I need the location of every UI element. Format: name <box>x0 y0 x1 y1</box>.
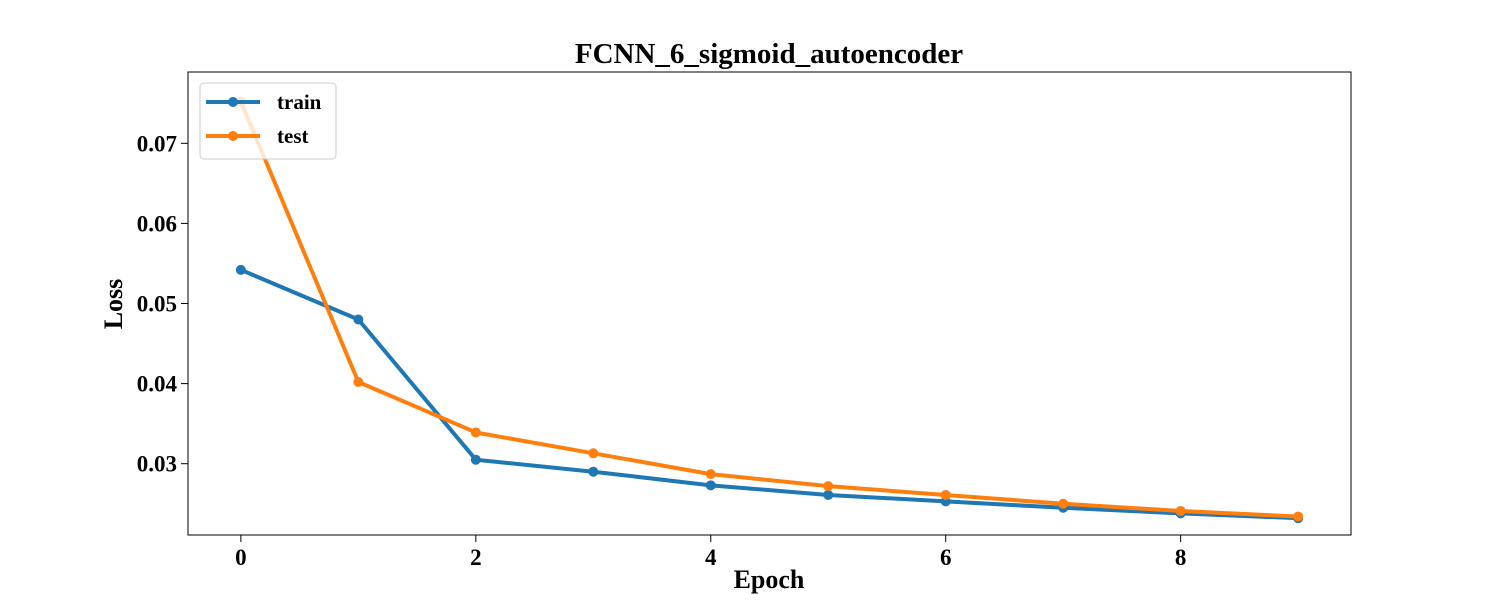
y-tick-label: 0.06 <box>137 211 177 236</box>
data-point-train <box>353 314 364 325</box>
data-point-train <box>235 264 246 275</box>
y-axis-label: Loss <box>99 279 128 330</box>
x-tick-label: 6 <box>940 545 952 570</box>
data-point-test <box>705 469 716 480</box>
data-point-train <box>823 489 834 500</box>
data-point-train <box>705 480 716 491</box>
x-tick-label: 8 <box>1175 545 1187 570</box>
data-point-test <box>1058 498 1069 509</box>
x-tick-label: 2 <box>470 545 482 570</box>
x-axis-label: Epoch <box>734 565 805 594</box>
legend-label-train: train <box>277 90 322 114</box>
y-tick-label: 0.05 <box>137 292 177 317</box>
data-point-test <box>353 377 364 387</box>
legend-marker-test <box>228 131 238 141</box>
legend: train test <box>199 82 337 160</box>
data-point-train <box>588 466 599 477</box>
legend-label-test: test <box>277 124 308 148</box>
data-point-test <box>823 481 834 492</box>
series-line-train <box>238 267 1301 521</box>
data-point-test <box>940 489 951 500</box>
x-tick-label: 0 <box>235 545 247 570</box>
x-axis-ticks: 0 2 4 6 8 <box>235 535 1186 570</box>
y-axis-ticks: 0.03 0.04 0.05 0.06 0.07 <box>137 131 188 477</box>
data-point-test <box>1175 505 1186 516</box>
data-point-train <box>470 454 481 465</box>
legend-marker-train <box>228 97 238 107</box>
y-tick-label: 0.04 <box>137 372 178 397</box>
y-tick-label: 0.03 <box>137 452 177 477</box>
data-point-test <box>588 448 599 459</box>
x-tick-label: 4 <box>705 545 717 570</box>
data-point-test <box>1293 511 1304 522</box>
chart-title: FCNN_6_sigmoid_autoencoder <box>575 38 963 70</box>
data-point-test <box>470 427 481 438</box>
series-line-test <box>238 99 1301 519</box>
y-tick-label: 0.07 <box>137 131 177 156</box>
